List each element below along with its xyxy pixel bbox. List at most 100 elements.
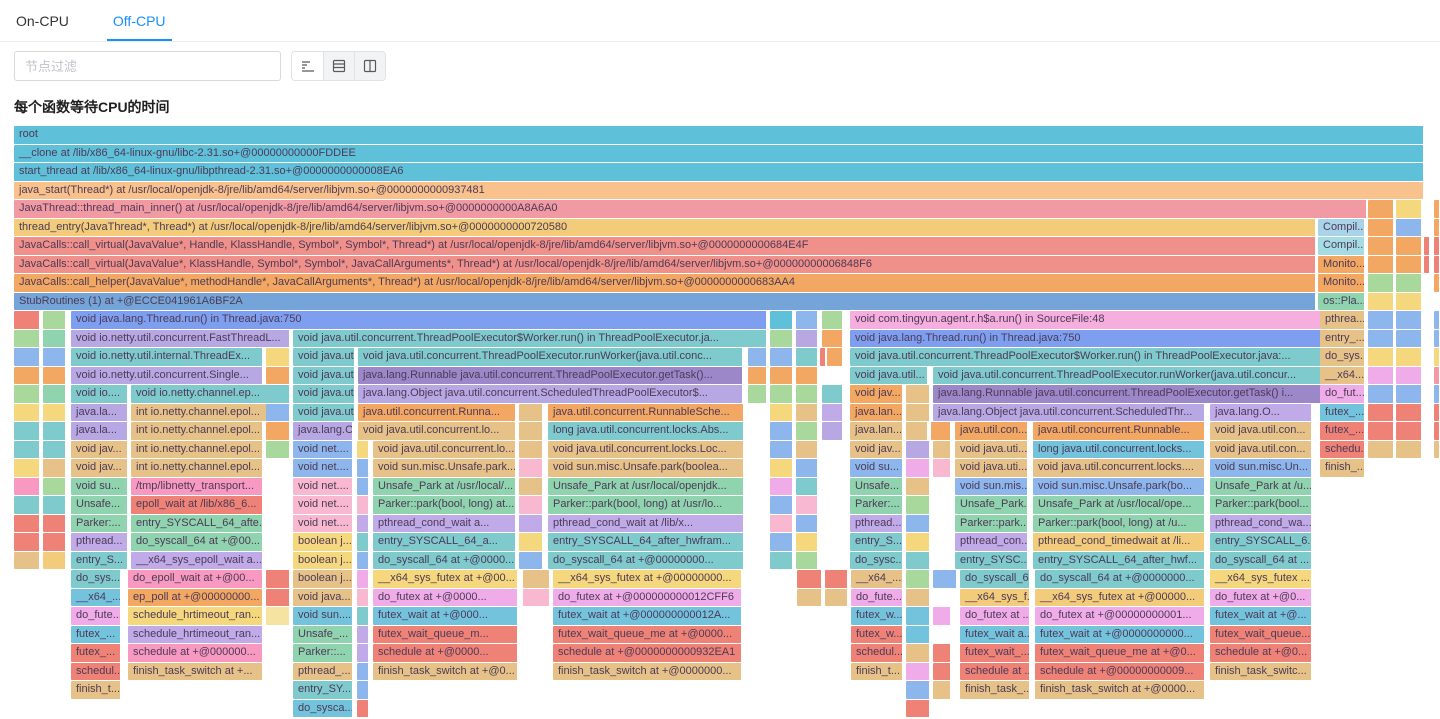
flame-segment[interactable]	[906, 422, 928, 440]
flame-segment[interactable]: Parker:...	[850, 496, 903, 514]
flame-segment[interactable]	[1396, 237, 1422, 255]
flame-segment[interactable]: java.lang.O...	[293, 422, 353, 440]
flame-segment[interactable]	[1368, 311, 1394, 329]
flame-segment[interactable]	[906, 514, 930, 532]
flame-segment[interactable]: Parker::park(bool, long) at...	[373, 496, 516, 514]
flame-segment[interactable]: ep_poll at +@00000000...	[128, 588, 263, 606]
flame-segment[interactable]: void jav...	[850, 440, 903, 458]
flame-segment[interactable]	[43, 477, 66, 495]
flame-segment[interactable]	[770, 311, 793, 329]
flame-segment[interactable]: schedu...	[1320, 440, 1365, 458]
flame-segment[interactable]	[357, 533, 369, 551]
flame-segment[interactable]: __x64_sys_f...	[960, 588, 1030, 606]
flame-segment[interactable]	[770, 551, 793, 569]
flame-segment[interactable]	[796, 533, 818, 551]
flame-segment[interactable]	[14, 348, 40, 366]
flame-segment[interactable]: schedule_hrtimeout_ran...	[128, 607, 263, 625]
flame-segment[interactable]: java_start(Thread*) at /usr/local/openjd…	[14, 181, 1424, 199]
flame-segment[interactable]	[519, 477, 543, 495]
flame-segment[interactable]: schedul...	[851, 644, 903, 662]
flame-segment[interactable]	[1396, 274, 1422, 292]
flame-segment[interactable]	[796, 551, 818, 569]
flame-segment[interactable]: void sun.misc.Unsafe.park...	[373, 459, 516, 477]
flame-segment[interactable]	[933, 570, 957, 588]
flame-segment[interactable]: futex_wait at +@0000000000...	[1035, 625, 1205, 643]
flame-segment[interactable]: void net....	[293, 440, 353, 458]
flame-segment[interactable]: __x64_...	[851, 570, 903, 588]
flame-segment[interactable]	[43, 551, 66, 569]
flame-segment[interactable]	[1368, 255, 1394, 273]
flame-segment[interactable]	[906, 681, 930, 699]
flame-segment[interactable]: void java.util.concurrent.locks.Loc...	[548, 440, 744, 458]
flame-segment[interactable]	[822, 329, 843, 347]
flame-segment[interactable]	[43, 422, 66, 440]
flame-segment[interactable]	[825, 588, 848, 606]
flame-segment[interactable]	[822, 385, 843, 403]
flame-segment[interactable]: futex_wait_queue...	[1210, 625, 1312, 643]
flame-segment[interactable]	[519, 514, 543, 532]
flame-segment[interactable]: schedule at +@0...	[1210, 644, 1312, 662]
flame-segment[interactable]: entry_...	[1320, 329, 1365, 347]
flame-segment[interactable]	[906, 477, 930, 495]
flame-segment[interactable]: void com.tingyun.agent.r.h$a.run() in So…	[850, 311, 1328, 329]
flame-segment[interactable]	[266, 366, 290, 384]
flame-segment[interactable]	[933, 681, 951, 699]
flame-segment[interactable]	[1368, 440, 1394, 458]
flame-segment[interactable]: Unsafe_Park at /usr/local/...	[373, 477, 516, 495]
flame-segment[interactable]	[357, 514, 369, 532]
flame-segment[interactable]: void java.util.concurrent.ThreadPoolExec…	[358, 348, 743, 366]
table-view-button[interactable]	[323, 52, 354, 80]
flame-segment[interactable]: futex_wait_queue_me at +@0...	[1035, 644, 1205, 662]
flame-segment[interactable]	[14, 422, 40, 440]
flame-segment[interactable]: schedule at +@00000000009...	[1035, 662, 1205, 680]
flame-segment[interactable]	[1434, 200, 1440, 218]
flame-segment[interactable]: finish_task_switc...	[1210, 662, 1312, 680]
flame-segment[interactable]: void net....	[293, 514, 353, 532]
flame-segment[interactable]	[357, 477, 369, 495]
flame-segment[interactable]	[825, 570, 848, 588]
flame-segment[interactable]: void sun.misc.Unsafe.park(boolea...	[548, 459, 744, 477]
flame-segment[interactable]	[1368, 385, 1394, 403]
flame-segment[interactable]: void net....	[293, 496, 353, 514]
flame-segment[interactable]: entry_SYSCALL_64_a...	[373, 533, 516, 551]
flame-segment[interactable]	[523, 588, 550, 606]
flame-segment[interactable]	[906, 533, 930, 551]
flame-segment[interactable]: void io.netty.channel.ep...	[131, 385, 290, 403]
flame-segment[interactable]: Parker:...	[71, 514, 128, 532]
flame-segment[interactable]: pthread_con...	[955, 533, 1028, 551]
flame-segment[interactable]: java.lang.Object java.util.concurrent.Sc…	[358, 385, 743, 403]
flame-segment[interactable]: Parker::park(bool...	[1210, 496, 1312, 514]
flame-segment[interactable]	[1424, 255, 1430, 273]
flame-segment[interactable]	[906, 496, 930, 514]
flame-segment[interactable]	[523, 570, 550, 588]
flame-segment[interactable]	[906, 570, 930, 588]
flame-segment[interactable]	[43, 403, 66, 421]
flame-segment[interactable]: futex_...	[1320, 403, 1365, 421]
flame-segment[interactable]	[519, 551, 543, 569]
flame-segment[interactable]: Unsafe...	[71, 496, 128, 514]
flame-graph-view-button[interactable]	[292, 52, 323, 80]
flame-segment[interactable]: thread_entry(JavaThread*, Thread*) at /u…	[14, 218, 1316, 236]
flame-segment[interactable]: futex_wait at +@...	[1210, 607, 1312, 625]
flame-segment[interactable]	[266, 588, 290, 606]
flame-segment[interactable]: java.util.con...	[955, 422, 1028, 440]
flame-segment[interactable]: Unsafe_...	[293, 625, 353, 643]
flame-segment[interactable]: __x64_sys_futex at +@00000000...	[553, 570, 742, 588]
flame-segment[interactable]: do_sys...	[71, 570, 121, 588]
flame-segment[interactable]: do_epoll_wait at +@00...	[128, 570, 263, 588]
flame-segment[interactable]	[43, 514, 66, 532]
flame-segment[interactable]	[519, 440, 543, 458]
flame-segment[interactable]: schedule at ...	[960, 662, 1030, 680]
flame-segment[interactable]	[770, 477, 793, 495]
flame-segment[interactable]	[357, 459, 369, 477]
flame-segment[interactable]: futex_...	[71, 644, 121, 662]
flame-segment[interactable]: void su...	[850, 459, 903, 477]
flame-segment[interactable]: void sun.misc.Unsafe.park(bo...	[1033, 477, 1205, 495]
flame-segment[interactable]	[1368, 292, 1394, 310]
flame-segment[interactable]: finish_task_switch at +...	[128, 662, 263, 680]
flame-segment[interactable]	[266, 403, 290, 421]
flame-segment[interactable]: void java.util.concurrent.locks....	[1033, 459, 1205, 477]
flame-segment[interactable]	[357, 662, 369, 680]
flame-segment[interactable]	[1434, 385, 1440, 403]
flame-segment[interactable]: start_thread at /lib/x86_64-linux-gnu/li…	[14, 163, 1424, 181]
